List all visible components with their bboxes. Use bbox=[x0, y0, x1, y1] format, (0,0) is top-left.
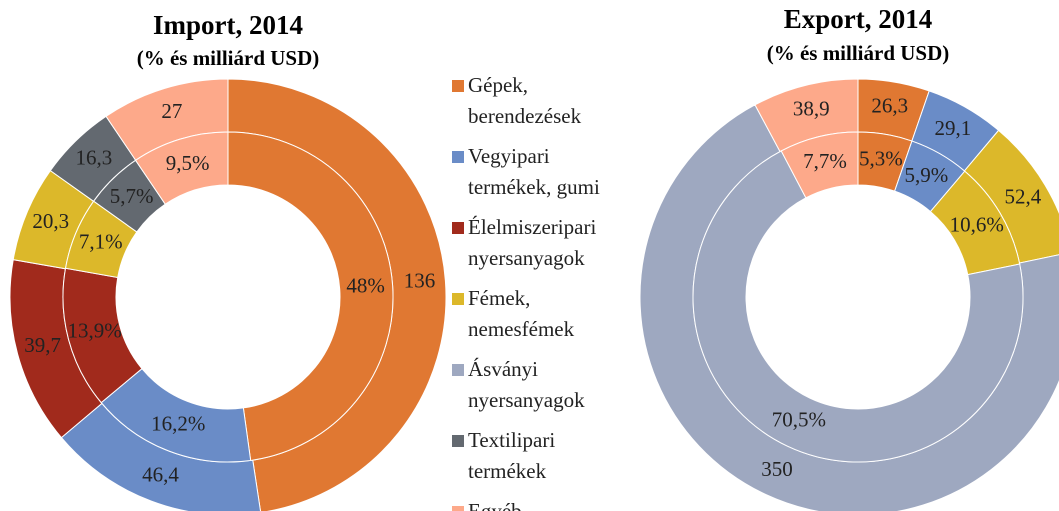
legend-swatch bbox=[452, 435, 464, 447]
legend-item: Gépek, berendezések bbox=[450, 70, 610, 132]
legend-label: Gépek, berendezések bbox=[468, 73, 582, 128]
donut-slice bbox=[227, 131, 394, 462]
legend-item: Vegyipari termékek, gumi bbox=[450, 141, 610, 203]
legend-label: Ásványi nyersanyagok bbox=[468, 357, 585, 412]
data-label: 10,6% bbox=[950, 213, 1004, 237]
data-label: 48% bbox=[346, 273, 385, 297]
data-label: 16,2% bbox=[151, 412, 205, 436]
legend-swatch bbox=[452, 151, 464, 163]
legend-label: Élelmiszeripari nyersanyagok bbox=[468, 215, 597, 270]
data-label: 5,3% bbox=[859, 147, 903, 171]
data-label: 39,7 bbox=[24, 333, 61, 357]
legend-label: Vegyipari termékek, gumi bbox=[468, 144, 600, 199]
legend-label: Textilipari termékek bbox=[468, 428, 556, 483]
data-label: 7,7% bbox=[803, 149, 847, 173]
legend-label: Fémek, nemesfémek bbox=[468, 286, 575, 341]
legend-item: Ásványi nyersanyagok bbox=[450, 354, 610, 416]
data-label: 26,3 bbox=[871, 93, 908, 117]
legend-swatch bbox=[452, 80, 464, 92]
legend-swatch bbox=[452, 364, 464, 376]
legend-item: Textilipari termékek bbox=[450, 425, 610, 487]
legend-swatch bbox=[452, 506, 464, 511]
legend-item: Egyéb bbox=[450, 496, 610, 511]
legend-item: Fémek, nemesfémek bbox=[450, 283, 610, 345]
data-label: 38,9 bbox=[793, 97, 830, 121]
donut-slice bbox=[134, 131, 229, 205]
data-label: 9,5% bbox=[166, 151, 210, 175]
data-label: 16,3 bbox=[76, 145, 113, 169]
data-label: 70,5% bbox=[772, 407, 826, 431]
data-label: 136 bbox=[404, 268, 436, 292]
legend: Gépek, berendezések Vegyipari termékek, g… bbox=[450, 70, 610, 511]
legend-swatch bbox=[452, 222, 464, 234]
data-label: 29,1 bbox=[934, 116, 971, 140]
legend-item: Élelmiszeripari nyersanyagok bbox=[450, 212, 610, 274]
data-label: 350 bbox=[761, 457, 793, 481]
data-label: 7,1% bbox=[79, 229, 123, 253]
donut-slice bbox=[780, 131, 859, 199]
data-label: 52,4 bbox=[1004, 184, 1041, 208]
chart-subtitle: (% és milliárd USD) bbox=[767, 41, 950, 65]
data-label: 20,3 bbox=[32, 209, 69, 233]
chart-title: Import, 2014 bbox=[153, 10, 303, 40]
donut-slice bbox=[692, 150, 1024, 463]
data-label: 27 bbox=[161, 99, 182, 123]
data-label: 46,4 bbox=[142, 463, 179, 487]
legend-label: Egyéb bbox=[468, 499, 522, 511]
data-label: 13,9% bbox=[68, 318, 122, 342]
chart-title: Export, 2014 bbox=[784, 4, 933, 34]
legend-swatch bbox=[452, 293, 464, 305]
data-label: 5,9% bbox=[904, 163, 948, 187]
data-label: 5,7% bbox=[110, 184, 154, 208]
chart-subtitle: (% és milliárd USD) bbox=[137, 46, 320, 70]
